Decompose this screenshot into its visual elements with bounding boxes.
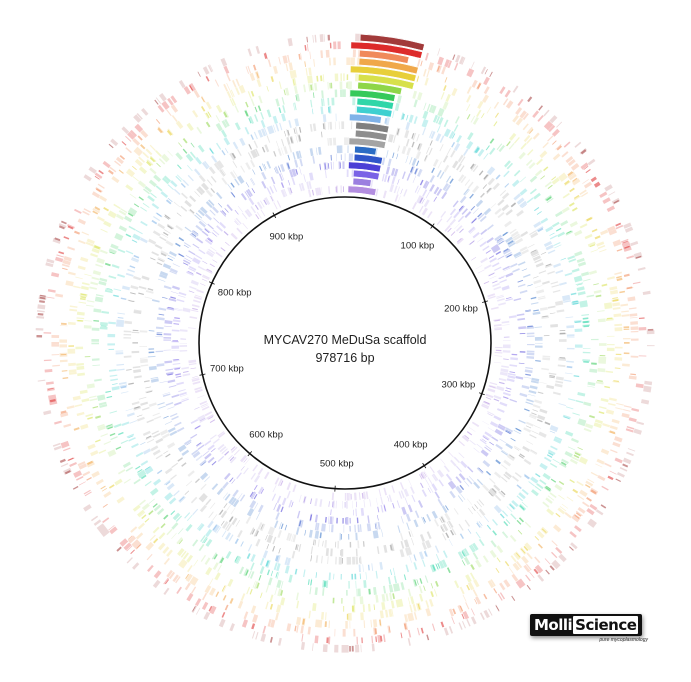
highlight-bar: [355, 121, 390, 134]
backbone-center: [199, 197, 491, 489]
tick-mark: [247, 451, 253, 457]
highlight-bar: [350, 65, 417, 82]
tick-label: 900 kbp: [269, 231, 304, 243]
backbone-ticks: [199, 212, 489, 492]
highlight-bar: [356, 97, 394, 110]
highlight-bar: [348, 161, 382, 173]
highlight-bar: [347, 185, 377, 196]
highlight-bar: [349, 89, 396, 102]
tick-mark: [478, 392, 485, 396]
tick-mark: [272, 212, 277, 219]
tick-mark: [199, 373, 206, 376]
tick-label: 700 kbp: [209, 363, 244, 375]
tick-label: 300 kbp: [441, 379, 476, 391]
logo-text-science: Science: [573, 616, 639, 634]
highlight-bar: [352, 177, 372, 187]
highlight-bar: [359, 34, 425, 51]
highlight-bar: [350, 41, 423, 59]
tick-label: 100 kbp: [400, 240, 435, 252]
tick-mark: [430, 223, 435, 229]
logo-text-molli: Molli: [534, 616, 573, 634]
tick-label: 400 kbp: [393, 439, 428, 451]
tick-mark: [422, 462, 427, 469]
highlight-bar: [348, 137, 387, 149]
highlight-bar: [353, 153, 383, 165]
highlight-bar: [356, 105, 393, 118]
backbone-circle: [198, 196, 492, 490]
highlight-bar: [355, 129, 388, 141]
tick-mark: [482, 300, 489, 303]
highlight-bar: [358, 57, 419, 75]
tick-mark: [208, 281, 215, 285]
highlighted-region-bars: [347, 34, 425, 196]
highlight-bar: [357, 73, 415, 90]
highlight-bar: [349, 113, 382, 124]
logo-box: Molli Science: [530, 614, 643, 636]
logo-tagline: pure mycoplasmology: [599, 637, 648, 643]
tick-label: 500 kbp: [319, 458, 354, 470]
highlight-bar: [359, 50, 410, 64]
tick-label: 800 kbp: [217, 287, 252, 299]
tick-label: 600 kbp: [249, 429, 283, 441]
highlight-bar: [354, 145, 377, 156]
map-length: 978716 bp: [315, 351, 375, 365]
map-title: MYCAV270 MeDuSa scaffold: [263, 333, 427, 347]
highlight-bar: [353, 169, 380, 181]
highlight-bar: [357, 81, 403, 95]
mollisience-logo: Molli Science pure mycoplasmology: [530, 614, 650, 644]
tick-label: 200 kbp: [444, 303, 478, 315]
